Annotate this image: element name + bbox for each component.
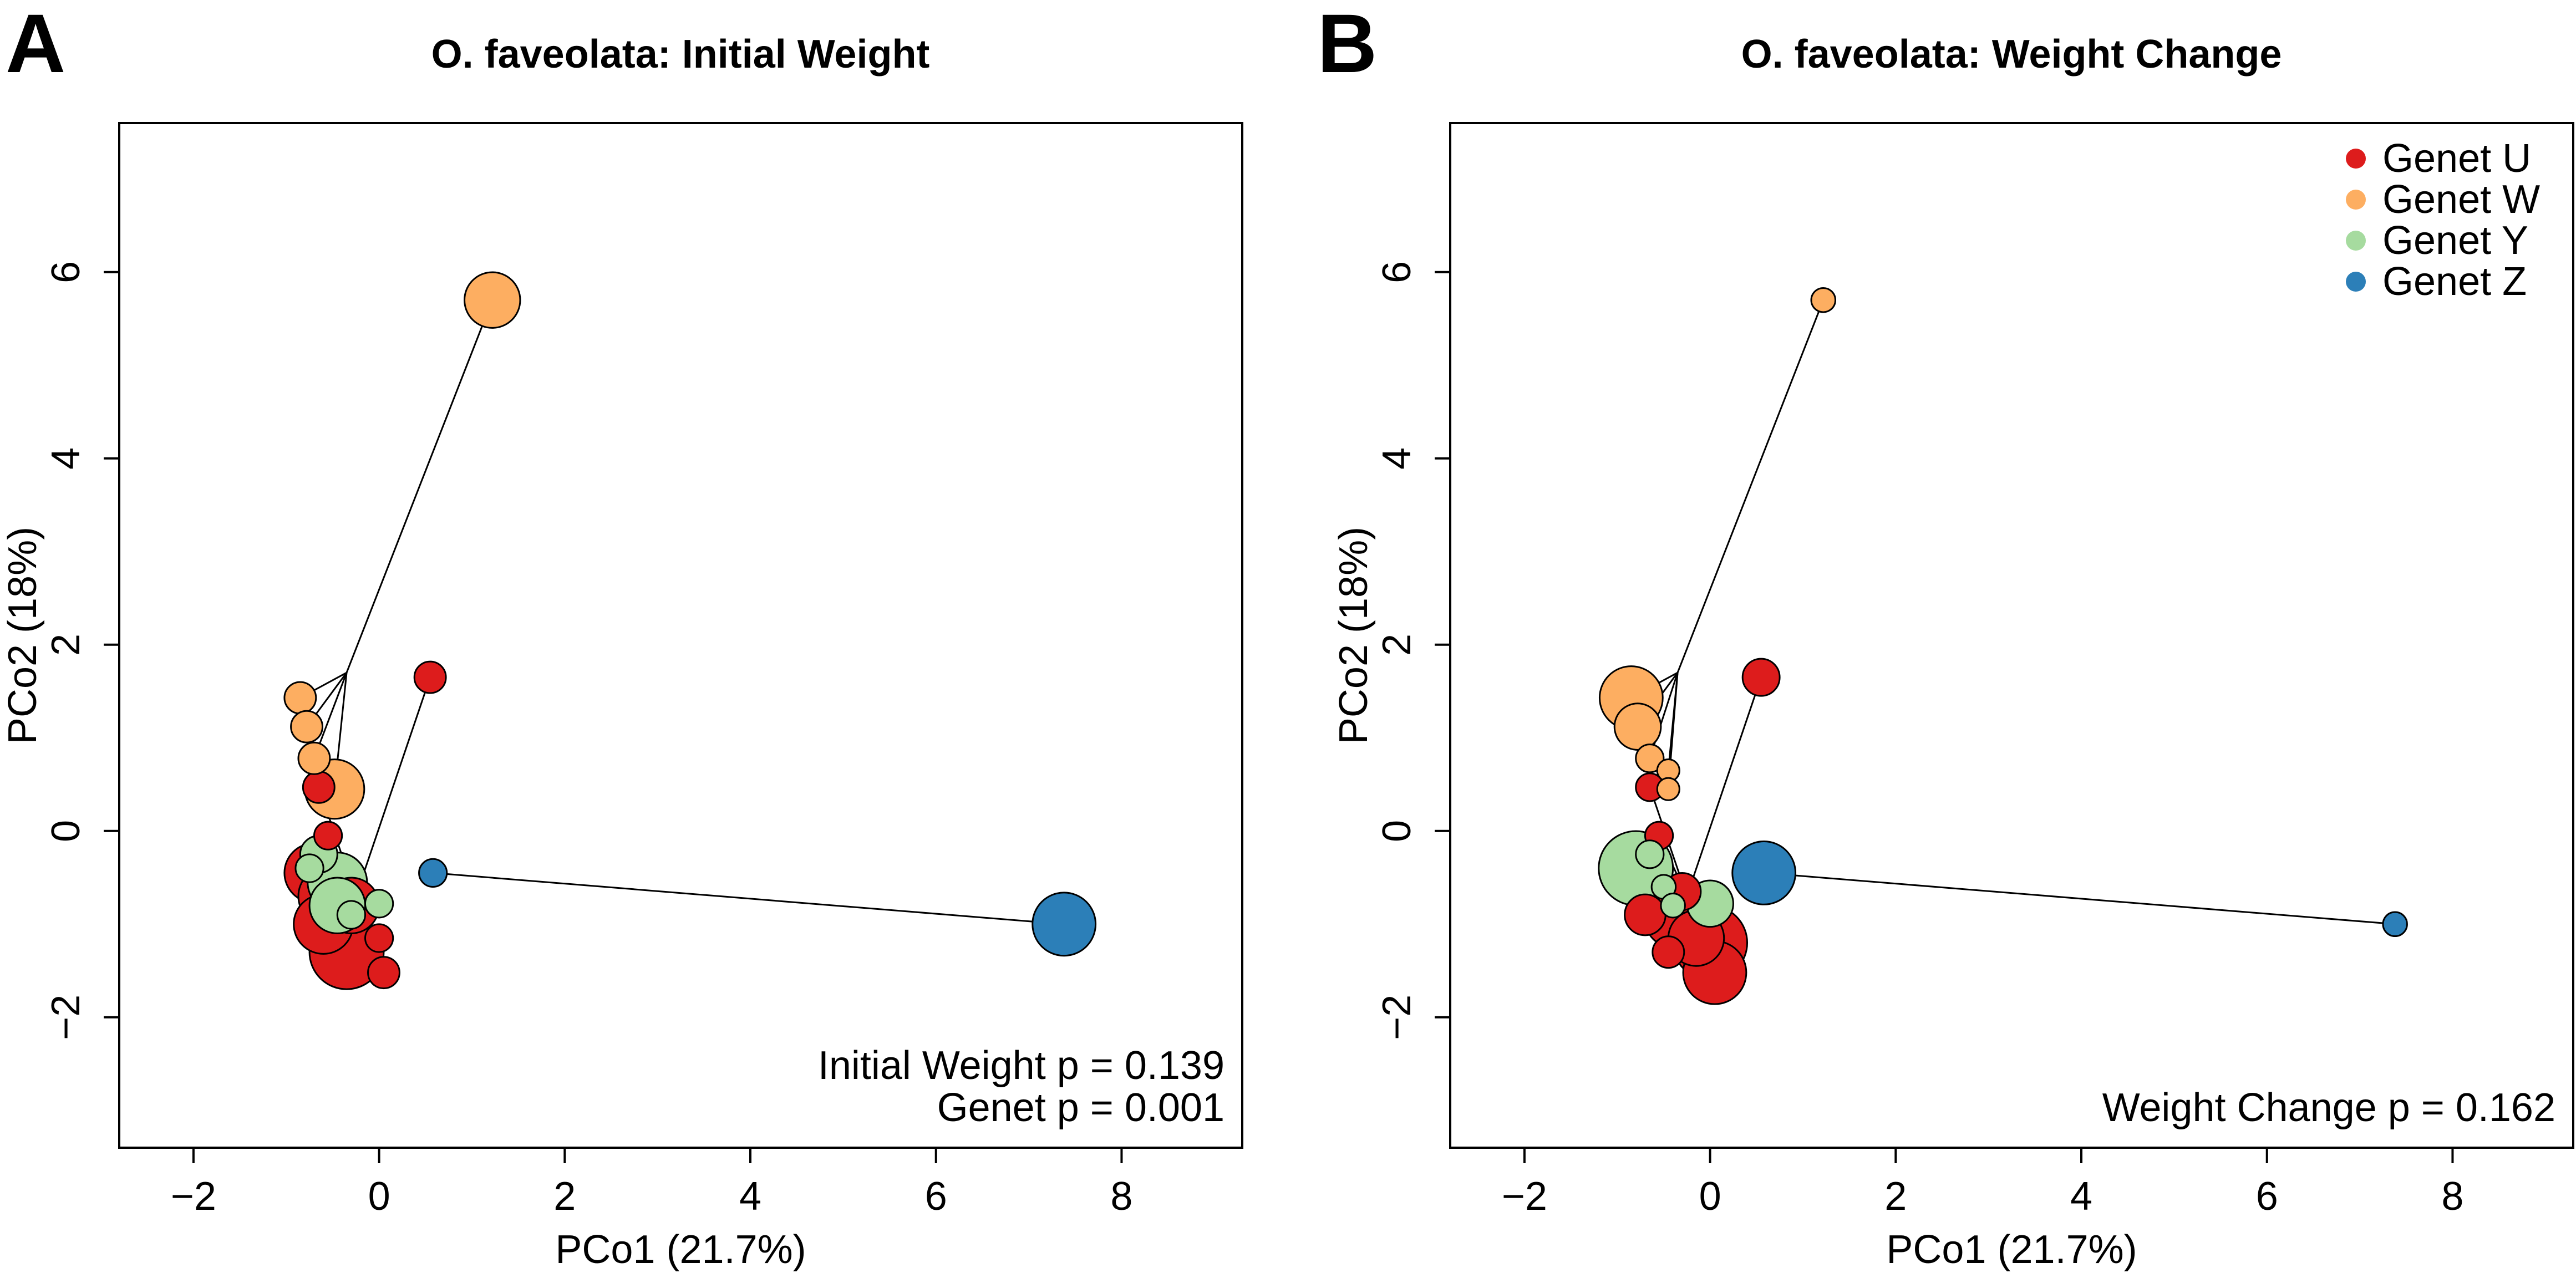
x-axis-label: PCo1 (21.7%) — [555, 1228, 806, 1272]
centroid-line — [433, 872, 1064, 925]
panel-letter: A — [6, 0, 65, 90]
legend-marker — [2346, 149, 2366, 169]
centroid-line — [1676, 299, 1825, 673]
data-point-genet-u — [1652, 935, 1685, 969]
legend-marker — [2346, 272, 2366, 292]
data-point-genet-w — [1656, 777, 1680, 801]
data-point-genet-z — [1731, 840, 1797, 905]
data-point-genet-w — [283, 681, 317, 715]
x-tick-label: 4 — [739, 1174, 761, 1219]
data-point-genet-y — [1660, 892, 1686, 919]
centroid-line — [346, 299, 494, 673]
data-point-genet-z — [2382, 911, 2408, 938]
chart-title: O. faveolata: Initial Weight — [431, 32, 930, 77]
y-tick-label: 2 — [44, 634, 88, 656]
x-tick-label: −2 — [1502, 1174, 1547, 1219]
stat-text: Initial Weight p = 0.139 — [818, 1043, 1225, 1088]
y-tick-label: 0 — [1375, 820, 1419, 842]
data-point-genet-y — [336, 900, 366, 930]
stat-text: Weight Change p = 0.162 — [2102, 1086, 2555, 1130]
data-points — [1598, 287, 2408, 1005]
data-point-genet-w — [1613, 702, 1662, 751]
x-tick-label: 0 — [368, 1174, 390, 1219]
y-tick-label: 2 — [1375, 634, 1419, 656]
data-point-genet-u — [313, 821, 343, 851]
data-points — [283, 271, 1097, 990]
data-point-genet-u — [1741, 658, 1781, 697]
y-tick-label: 0 — [44, 820, 88, 842]
x-tick-label: 6 — [925, 1174, 947, 1219]
data-point-genet-u — [413, 660, 447, 694]
x-tick-label: 8 — [2441, 1174, 2463, 1219]
x-tick-label: 4 — [2070, 1174, 2092, 1219]
data-point-genet-y — [294, 853, 324, 883]
chart-panel-b: B O. faveolata: Weight Change −2 0 2 4 6 8 −2 0 2 4… — [1317, 0, 2574, 1272]
data-point-genet-w — [464, 271, 521, 329]
y-axis-label: PCo2 (18%) — [1, 527, 45, 744]
data-point-genet-w — [1810, 287, 1837, 313]
y-tick-label: 4 — [1375, 447, 1419, 470]
legend-label: Genet U — [2382, 136, 2531, 181]
stat-text: Genet p = 0.001 — [937, 1086, 1225, 1130]
panel-letter: B — [1317, 0, 1377, 90]
legend-marker — [2346, 231, 2366, 251]
data-point-genet-u — [302, 770, 336, 804]
centroid-line — [1764, 872, 2395, 925]
data-point-genet-y — [364, 889, 394, 919]
centroid-line — [1686, 677, 1762, 897]
x-tick-label: 6 — [2256, 1174, 2278, 1219]
legend-label: Genet Y — [2382, 218, 2528, 263]
data-point-genet-z — [1032, 892, 1097, 957]
data-point-genet-w — [297, 741, 331, 775]
chart-title: O. faveolata: Weight Change — [1741, 32, 2282, 77]
x-tick-label: 0 — [1699, 1174, 1721, 1219]
chart-panel-a: A O. faveolata: Initial Weight −2 0 2 4 6 8 −2 0 2… — [1, 0, 1243, 1272]
data-point-genet-u — [1624, 893, 1666, 936]
y-tick-label: 6 — [44, 261, 88, 283]
data-point-genet-u — [364, 923, 394, 953]
x-axis-label: PCo1 (21.7%) — [1886, 1228, 2137, 1272]
y-tick-label: 6 — [1375, 261, 1419, 283]
data-point-genet-z — [418, 858, 448, 888]
data-point-genet-y — [1635, 839, 1665, 869]
legend-label: Genet W — [2382, 177, 2540, 222]
x-tick-label: 8 — [1110, 1174, 1132, 1219]
centroid-line — [355, 677, 431, 897]
legend-label: Genet Z — [2382, 259, 2527, 304]
data-point-genet-w — [290, 710, 324, 744]
data-point-genet-w — [1635, 744, 1665, 773]
x-tick-label: 2 — [1884, 1174, 1907, 1219]
y-axis-label: PCo2 (18%) — [1332, 527, 1376, 744]
centroid-line — [1649, 672, 1679, 759]
x-tick-label: −2 — [171, 1174, 216, 1219]
y-tick-label: 4 — [44, 447, 88, 470]
y-tick-label: −2 — [1375, 995, 1419, 1040]
y-tick-label: −2 — [44, 995, 88, 1040]
data-point-genet-u — [367, 956, 400, 990]
x-tick-label: 2 — [553, 1174, 576, 1219]
legend-marker — [2346, 190, 2366, 210]
